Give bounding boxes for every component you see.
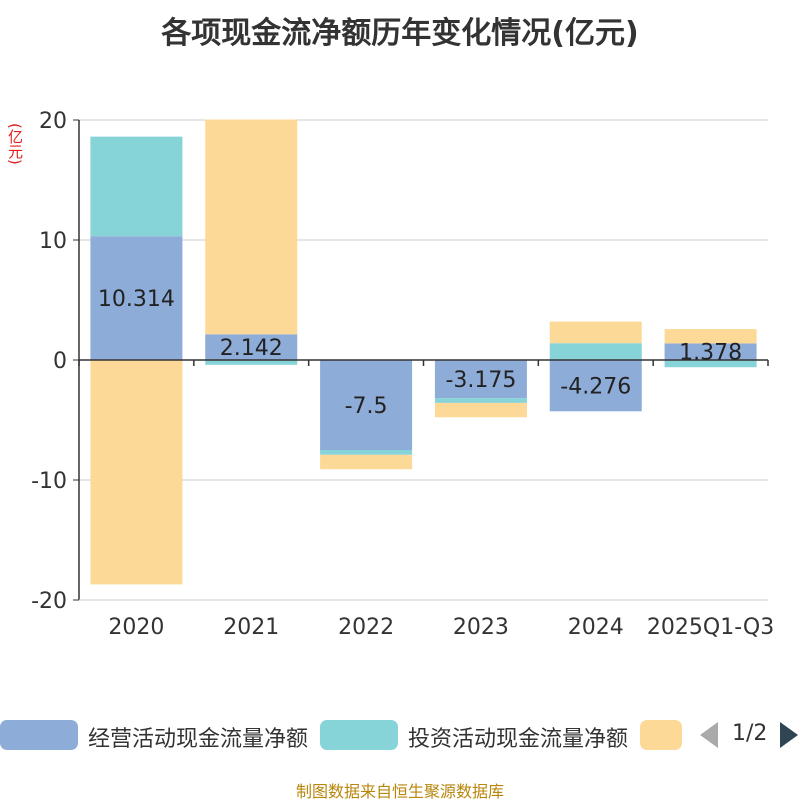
bar-financing-2022[interactable] — [320, 454, 413, 470]
x-tick-label: 2021 — [223, 615, 279, 640]
legend: 经营活动现金流量净额 投资活动现金流量净额 1/2 — [0, 715, 800, 755]
y-tick-label: 0 — [53, 349, 67, 374]
legend-swatch-financing[interactable] — [640, 720, 682, 750]
bar-financing-2023[interactable] — [434, 402, 527, 418]
x-tick-label: 2024 — [568, 615, 624, 640]
data-label: 1.378 — [679, 341, 742, 366]
bar-operating-2024[interactable] — [549, 360, 642, 412]
bar-investing-2020[interactable] — [90, 136, 183, 237]
data-label: -4.276 — [560, 375, 631, 400]
legend-label-investing[interactable]: 投资活动现金流量净额 — [408, 727, 629, 752]
chart-title: 各项现金流净额历年变化情况(亿元) — [161, 16, 639, 51]
y-tick-label: 10 — [39, 229, 67, 254]
bar-financing-2021[interactable] — [205, 119, 298, 335]
data-label: -3.175 — [445, 368, 516, 393]
legend-label-operating[interactable]: 经营活动现金流量净额 — [88, 727, 309, 752]
data-label: -7.5 — [345, 394, 388, 419]
bar-investing-2021[interactable] — [205, 360, 298, 365]
data-label: 2.142 — [220, 336, 283, 361]
y-axis-unit-label: (亿元) — [6, 123, 24, 165]
legend-page-indicator: 1/2 — [732, 721, 768, 746]
bar-financing-2025Q1-Q3[interactable] — [664, 329, 757, 344]
legend-swatch-operating[interactable] — [0, 720, 78, 750]
bar-operating-2022[interactable] — [320, 360, 413, 450]
x-tick-label: 2020 — [108, 615, 164, 640]
bar-investing-2025Q1-Q3[interactable] — [664, 360, 757, 368]
bar-investing-2023[interactable] — [434, 398, 527, 403]
x-tick-label: 2023 — [453, 615, 509, 640]
bar-operating-2023[interactable] — [434, 360, 527, 399]
bar-operating-2020[interactable] — [90, 236, 183, 360]
legend-next-page-arrow-icon[interactable] — [780, 722, 798, 748]
x-tick-label: 2025Q1-Q3 — [647, 615, 774, 640]
bar-investing-2022[interactable] — [320, 450, 413, 455]
legend-swatch-investing[interactable] — [320, 720, 398, 750]
bar-operating-2025Q1-Q3[interactable] — [664, 343, 757, 360]
y-tick-label: 20 — [39, 109, 67, 134]
data-source-note: 制图数据来自恒生聚源数据库 — [295, 782, 504, 801]
bar-operating-2021[interactable] — [205, 334, 298, 360]
bar-financing-2024[interactable] — [549, 321, 642, 344]
bar-investing-2024[interactable] — [549, 343, 642, 360]
y-tick-label: -10 — [31, 469, 67, 494]
y-tick-label: -20 — [31, 589, 67, 614]
data-label: 10.314 — [98, 287, 175, 312]
legend-prev-page-arrow-icon[interactable] — [700, 722, 718, 748]
bar-financing-2020[interactable] — [90, 360, 183, 585]
x-tick-label: 2022 — [338, 615, 394, 640]
